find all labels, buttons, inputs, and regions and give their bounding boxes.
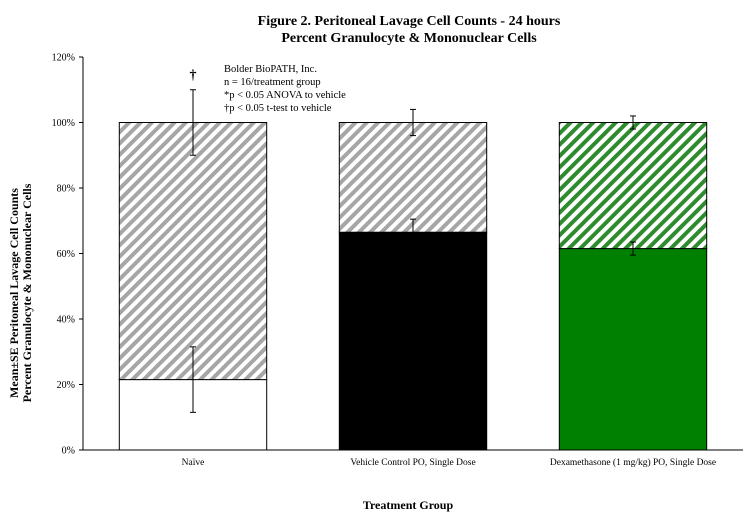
annotation-line-4: †p < 0.05 t-test to vehicle xyxy=(224,103,332,114)
x-axis-title: Treatment Group xyxy=(363,498,454,512)
y-axis-title: Mean±SE Peritoneal Lavage Cell Counts Pe… xyxy=(7,183,34,402)
y-tick-label: 20% xyxy=(57,380,75,391)
bars xyxy=(118,122,708,451)
bar-lower-segment xyxy=(558,248,708,451)
bar-upper-segment xyxy=(558,122,708,250)
x-category-labels: Naïve Vehicle Control PO, Single Dose Dexa… xyxy=(182,457,716,468)
chart-title-line-1: Figure 2. Peritoneal Lavage Cell Counts … xyxy=(258,14,561,29)
chart-title-line-2: Percent Granulocyte & Mononuclear Cells xyxy=(281,31,537,46)
bar-lower-segment xyxy=(338,231,488,451)
y-tick-label: 60% xyxy=(57,249,75,260)
annotation-block: Bolder BioPATH, Inc. n = 16/treatment gr… xyxy=(224,64,346,114)
x-category-label: Dexamethasone (1 mg/kg) PO, Single Dose xyxy=(550,457,716,468)
annotation-line-1: Bolder BioPATH, Inc. xyxy=(224,64,317,75)
y-tick-label: 0% xyxy=(62,446,75,457)
y-tick-label: 100% xyxy=(52,118,75,129)
y-ticks: 0% 20% 40% 60% 80% 100% 120% xyxy=(52,53,83,457)
error-bars xyxy=(190,89,636,413)
x-category-label: Naïve xyxy=(182,458,205,468)
dagger-marker: † xyxy=(190,68,197,83)
bar-upper-segment xyxy=(118,122,268,381)
y-tick-label: 80% xyxy=(57,184,75,195)
y-axis-title-line-2: Percent Granulocyte & Mononuclear Cells xyxy=(20,183,34,402)
y-axis-title-line-1: Mean±SE Peritoneal Lavage Cell Counts xyxy=(7,188,21,398)
y-tick-label: 40% xyxy=(57,315,75,326)
annotation-line-3: *p < 0.05 ANOVA to vehicle xyxy=(224,90,346,101)
bar-upper-segment xyxy=(338,122,488,233)
y-tick-label: 120% xyxy=(52,53,75,64)
annotation-line-2: n = 16/treatment group xyxy=(224,77,321,88)
x-category-label: Vehicle Control PO, Single Dose xyxy=(350,458,475,468)
